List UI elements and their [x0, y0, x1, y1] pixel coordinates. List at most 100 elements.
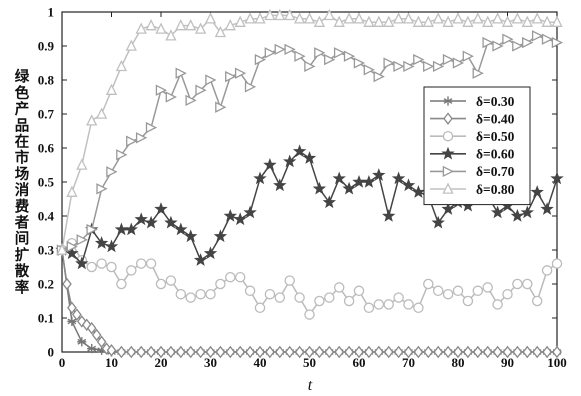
data-point: [482, 36, 494, 49]
data-point: [552, 345, 562, 359]
y-tick-label: 0.5: [38, 175, 55, 190]
data-point: [443, 345, 453, 359]
data-point: [62, 277, 72, 291]
data-point: [472, 285, 484, 297]
data-point: [413, 345, 424, 359]
data-point: [146, 345, 156, 359]
data-point: [67, 316, 77, 326]
data-point: [234, 271, 246, 283]
data-point: [72, 308, 82, 321]
data-point: [106, 344, 117, 357]
data-point: [175, 288, 187, 300]
data-point: [373, 299, 385, 310]
legend-marker: [443, 112, 453, 125]
data-point: [274, 345, 285, 359]
data-point: [175, 19, 187, 31]
data-point: [442, 53, 455, 66]
data-point: [413, 302, 424, 314]
data-point: [531, 295, 543, 307]
legend-marker: [442, 165, 455, 178]
data-point: [165, 275, 177, 286]
data-point: [401, 178, 416, 192]
data-point: [362, 174, 376, 188]
x-axis-label: t: [308, 377, 313, 394]
data-point: [255, 345, 265, 359]
data-point: [383, 345, 394, 359]
data-point: [233, 212, 247, 226]
data-point: [185, 345, 196, 359]
data-point: [531, 30, 544, 42]
y-tick-label: 0.1: [38, 311, 54, 326]
data-point: [155, 278, 167, 290]
data-point: [541, 33, 554, 45]
data-point: [431, 215, 445, 229]
data-point: [203, 246, 218, 260]
data-point: [432, 60, 445, 73]
data-point: [205, 288, 216, 300]
data-point: [391, 171, 406, 185]
data-point: [324, 345, 335, 359]
data-point: [263, 157, 277, 171]
data-point: [324, 292, 335, 303]
data-point: [234, 67, 247, 79]
x-tick-label: 90: [501, 355, 514, 370]
data-point: [174, 222, 188, 236]
data-point: [314, 295, 325, 307]
data-point: [422, 15, 434, 27]
data-point: [372, 168, 386, 181]
legend-label: δ=0.70: [476, 164, 515, 179]
data-point: [284, 275, 295, 286]
data-point: [383, 15, 395, 27]
data-point: [502, 345, 513, 359]
data-point: [304, 309, 315, 320]
data-point: [294, 292, 305, 303]
data-point: [184, 229, 198, 243]
data-point: [77, 337, 87, 347]
data-point: [323, 8, 335, 21]
data-point: [531, 12, 543, 24]
data-point: [541, 15, 553, 27]
y-axis-label-char: 绿: [15, 68, 30, 86]
data-point: [244, 81, 257, 93]
y-tick-label: 0.4: [38, 209, 55, 224]
data-point: [225, 70, 237, 83]
data-point: [284, 43, 296, 56]
data-point: [193, 253, 208, 266]
data-point: [225, 271, 236, 283]
data-point: [364, 345, 374, 359]
data-point: [442, 15, 454, 27]
legend-label: δ=0.80: [476, 182, 515, 197]
data-point: [540, 202, 554, 215]
data-point: [432, 285, 444, 297]
legend-label: δ=0.50: [476, 129, 515, 144]
data-point: [116, 278, 127, 290]
data-point: [115, 59, 128, 72]
data-point: [67, 301, 77, 315]
y-tick-label: 0.7: [38, 107, 55, 122]
data-point: [353, 285, 365, 297]
data-point: [126, 135, 138, 147]
legend-label: δ=0.40: [476, 111, 515, 126]
x-tick-label: 30: [204, 355, 217, 370]
series-line: [61, 242, 558, 316]
data-point: [462, 50, 474, 62]
data-point: [294, 50, 306, 62]
data-point: [492, 40, 504, 52]
data-point: [243, 205, 257, 219]
y-axis-label-char: 费: [15, 197, 30, 215]
data-point: [106, 261, 117, 273]
data-point: [205, 345, 216, 359]
data-point: [86, 261, 97, 273]
data-point: [204, 12, 217, 24]
data-point: [264, 288, 276, 300]
data-point: [343, 12, 355, 24]
data-point: [284, 8, 296, 21]
data-point: [313, 15, 326, 27]
data-point: [215, 345, 226, 359]
data-point: [135, 258, 147, 269]
data-point: [412, 15, 425, 27]
data-point: [452, 57, 465, 69]
data-point: [225, 345, 236, 359]
data-point: [521, 15, 533, 27]
